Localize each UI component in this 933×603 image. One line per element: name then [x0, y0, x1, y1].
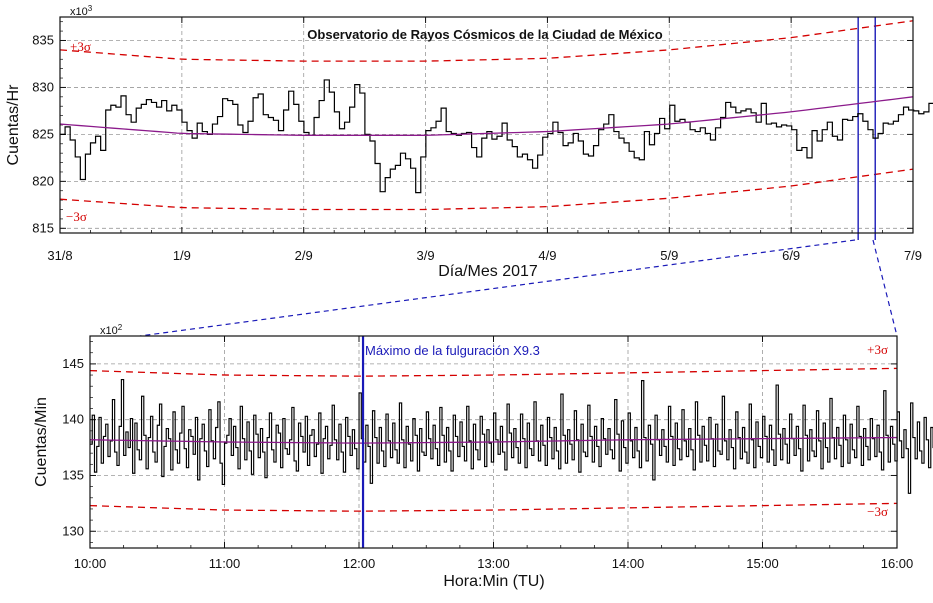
- flare-annotation: Máximo de la fulguración X9.3: [365, 343, 540, 358]
- minute-lower-sigma-label: −3σ: [867, 504, 888, 519]
- minute-sigma-bands: [89, 367, 898, 512]
- y-tick-label: 145: [62, 356, 84, 371]
- x-tick-label: 5/9: [660, 248, 678, 263]
- x-tick-label: 10:00: [74, 556, 107, 571]
- minute-panel: 130 135 140 145 10:00 11:00 12:00 13:00 14:00 15…: [33, 323, 933, 590]
- hourly-y-multiplier: x103: [70, 4, 93, 18]
- y-tick-label: 835: [32, 32, 54, 47]
- y-tick-label: 140: [62, 412, 84, 427]
- minute-y-tick-labels: 130 135 140 145: [62, 356, 84, 538]
- minute-y-multiplier: x102: [100, 323, 123, 337]
- x-tick-label: 31/8: [47, 248, 72, 263]
- x-tick-label: 4/9: [538, 248, 556, 263]
- x-tick-label: 3/9: [417, 248, 435, 263]
- x-tick-label: 15:00: [746, 556, 779, 571]
- x-tick-label: 13:00: [477, 556, 510, 571]
- hourly-lower-sigma-label: −3σ: [66, 209, 87, 224]
- hourly-sigma-bands: [59, 20, 914, 211]
- x-tick-label: 11:00: [209, 556, 241, 571]
- hourly-chart-title: Observatorio de Rayos Cósmicos de la Ciu…: [307, 27, 662, 42]
- y-tick-label: 815: [32, 220, 54, 235]
- y-tick-label: 820: [32, 173, 54, 188]
- x-tick-label: 1/9: [173, 248, 191, 263]
- hourly-x-tick-labels: 31/8 1/9 2/9 3/9 4/9 5/9 6/9 7/9: [47, 248, 922, 263]
- x-tick-label: 16:00: [881, 556, 914, 571]
- hourly-trend: [59, 96, 914, 136]
- minute-x-tick-labels: 10:00 11:00 12:00 13:00 14:00 15:00 16:00: [74, 556, 914, 571]
- hourly-y-axis-label: Cuentas/Hr: [5, 84, 22, 166]
- hourly-upper-sigma-label: +3σ: [70, 39, 91, 54]
- upper-3sigma-line: [89, 367, 898, 377]
- hourly-data-series: [60, 79, 933, 194]
- minute-data-series: [90, 378, 933, 494]
- minute-upper-sigma-label: +3σ: [867, 342, 888, 357]
- y-tick-label: 825: [32, 126, 54, 141]
- data-line: [90, 378, 933, 494]
- hourly-flare-window: [857, 17, 876, 240]
- y-tick-label: 135: [62, 467, 84, 482]
- hourly-plot-border: [59, 16, 914, 234]
- upper-3sigma-line: [59, 20, 914, 62]
- minute-y-axis-label: Cuentas/Min: [33, 397, 50, 487]
- x-tick-label: 12:00: [343, 556, 376, 571]
- minute-x-axis-label: Hora:Min (TU): [443, 573, 544, 590]
- x-tick-label: 14:00: [612, 556, 645, 571]
- lower-3sigma-line: [59, 168, 914, 211]
- zoom-connector-right: [872, 239, 898, 337]
- lower-3sigma-line: [89, 502, 898, 512]
- trend-line: [89, 436, 898, 444]
- y-tick-label: 830: [32, 79, 54, 94]
- hourly-panel: 815 820 825 830 835 31/8 1/9 2/9 3/9 4/9 5/9 6/9 7/…: [5, 4, 933, 280]
- x-tick-label: 7/9: [904, 248, 922, 263]
- x-tick-label: 2/9: [295, 248, 313, 263]
- minute-plot-border: [89, 335, 898, 549]
- zoom-connector-left: [139, 239, 856, 337]
- hourly-x-axis-label: Día/Mes 2017: [438, 263, 538, 280]
- minute-trend: [89, 436, 898, 444]
- hourly-y-tick-labels: 815 820 825 830 835: [32, 32, 54, 235]
- trend-line: [59, 96, 914, 136]
- data-line: [60, 79, 933, 194]
- y-tick-label: 130: [62, 523, 84, 538]
- x-tick-label: 6/9: [782, 248, 800, 263]
